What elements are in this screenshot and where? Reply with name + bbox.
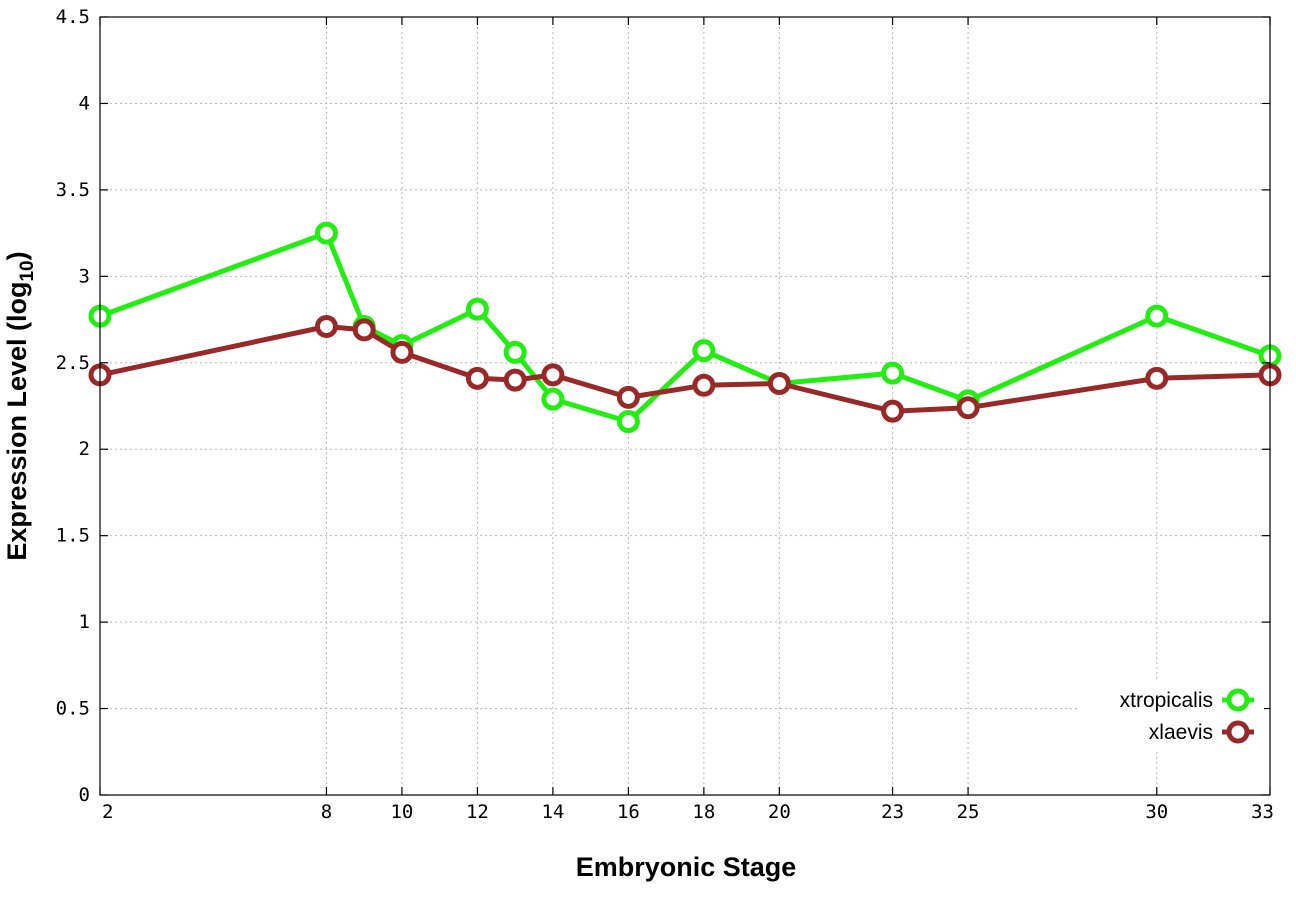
data-point: [881, 399, 905, 423]
plot-area-frame: [99, 16, 1271, 796]
x-axis-title: Embryonic Stage: [576, 852, 797, 882]
x-tick-label: 30: [1145, 801, 1168, 823]
data-point: [616, 410, 640, 434]
data-point: [692, 339, 716, 363]
x-tick-label: 16: [617, 801, 640, 823]
x-tick-label: 14: [541, 801, 564, 823]
y-axis-tick-labels: 0 0.5 1 1.5 2 2.5 3 3.5 4 4.5: [56, 6, 90, 806]
y-axis-title-main: Expression Level (log: [2, 282, 32, 561]
legend-label: xtropicalis: [1120, 689, 1213, 712]
x-tick-label: 2: [102, 801, 113, 823]
y-tick-label: 2: [79, 438, 90, 460]
data-point: [767, 372, 791, 396]
y-tick-label: 4: [79, 92, 90, 114]
x-tick-label: 33: [1251, 801, 1274, 823]
x-tick-label: 25: [957, 801, 980, 823]
data-point: [881, 361, 905, 385]
series-lines: [88, 221, 1282, 434]
data-point: [314, 221, 338, 245]
y-tick-label: 0: [79, 784, 90, 806]
data-point: [541, 387, 565, 411]
y-tick-label: 1: [79, 611, 90, 633]
data-point: [956, 396, 980, 420]
y-axis-title-subscript: 10: [17, 260, 38, 281]
data-point: [352, 318, 376, 342]
data-point: [1145, 366, 1169, 390]
y-axis-title: Expression Level (log10): [2, 251, 38, 560]
x-tick-label: 10: [390, 801, 413, 823]
series-xtropicalis: [88, 221, 1282, 434]
data-point: [465, 297, 489, 321]
y-tick-label: 3: [79, 265, 90, 287]
series-line: [99, 230, 1271, 425]
x-tick-label: 12: [466, 801, 489, 823]
gridlines: [100, 17, 1270, 795]
x-tick-label: 8: [321, 801, 332, 823]
series-xlaevis: [88, 314, 1282, 423]
data-point: [503, 368, 527, 392]
axis-ticks: [99, 16, 1271, 796]
x-tick-label: 18: [692, 801, 715, 823]
legend-label: xlaevis: [1149, 721, 1213, 744]
legend: xtropicalis xlaevis: [1078, 680, 1264, 750]
y-axis-title-close: ): [2, 251, 32, 260]
data-point: [541, 363, 565, 387]
data-point: [616, 385, 640, 409]
legend-swatch-marker: [1226, 688, 1250, 712]
y-tick-label: 0.5: [56, 698, 90, 720]
x-tick-label: 20: [768, 801, 791, 823]
y-tick-label: 4.5: [56, 6, 90, 28]
x-axis-tick-labels: 2 8 10 12 14 16 18 20 23 25 30 33: [102, 801, 1274, 823]
data-point: [503, 340, 527, 364]
y-tick-label: 1.5: [56, 525, 90, 547]
data-point: [390, 340, 414, 364]
legend-swatch-marker: [1226, 720, 1250, 744]
y-tick-label: 3.5: [56, 179, 90, 201]
y-tick-label: 2.5: [56, 352, 90, 374]
x-tick-label: 23: [881, 801, 904, 823]
data-point: [1145, 304, 1169, 328]
data-point: [314, 314, 338, 338]
data-point: [692, 373, 716, 397]
data-point: [465, 366, 489, 390]
